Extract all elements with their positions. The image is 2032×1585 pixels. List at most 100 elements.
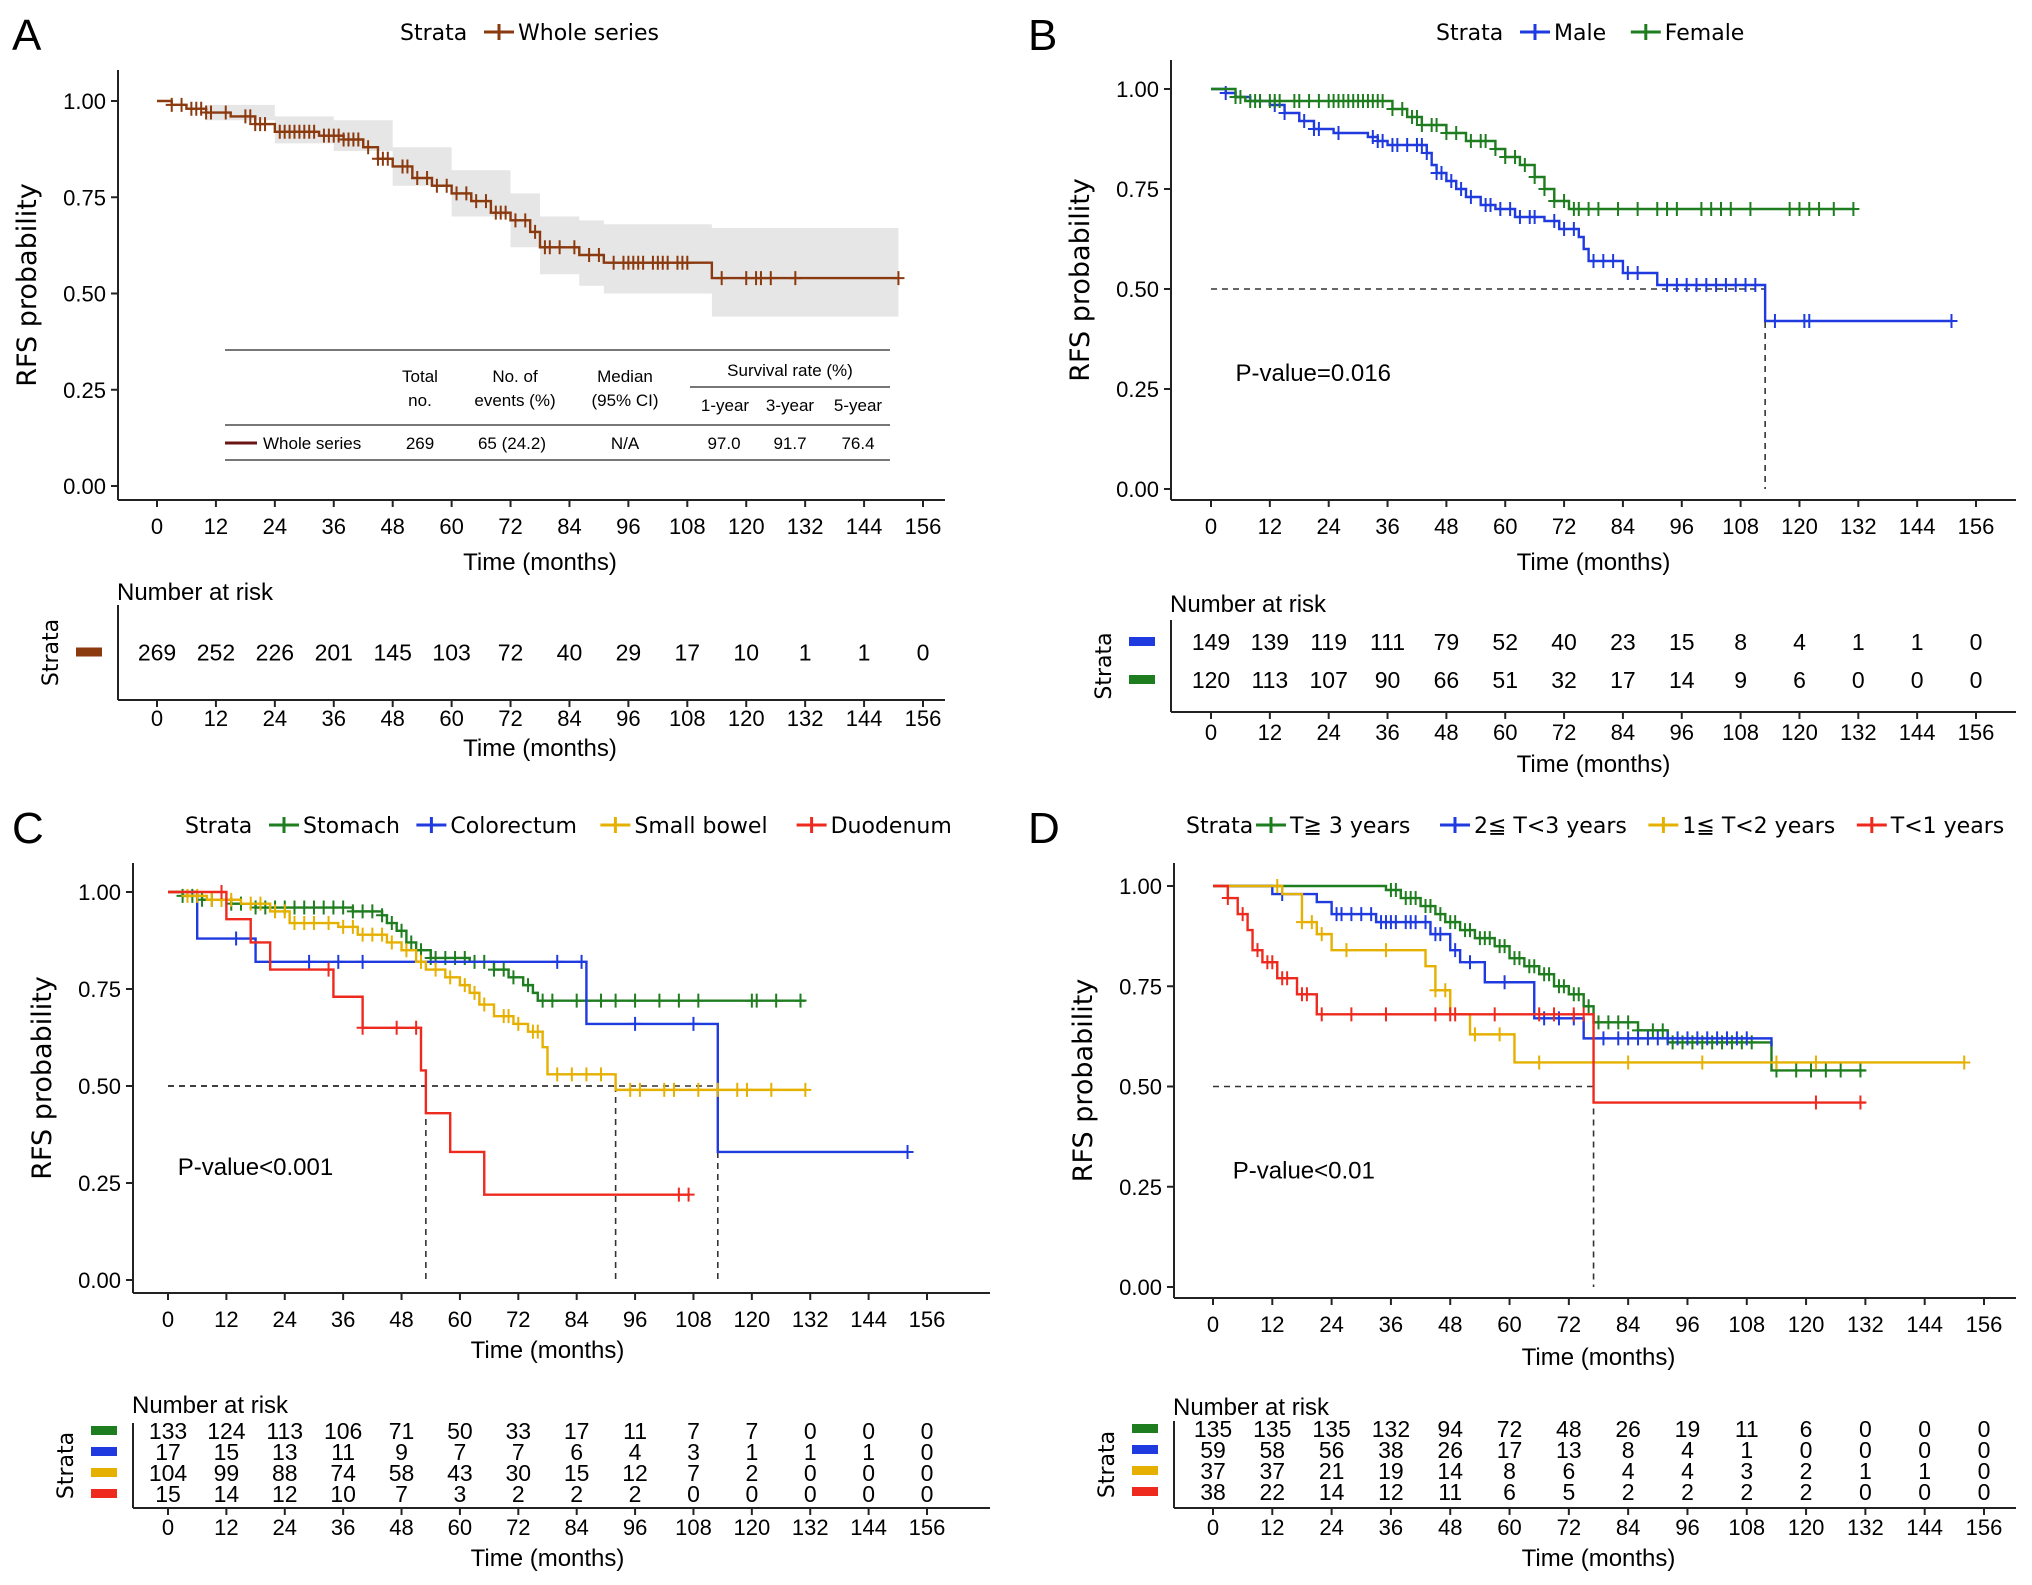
y-axis-title: RFS probability [1065, 178, 1096, 382]
censor-mark [352, 132, 365, 147]
y-tick-label: 0.75 [63, 185, 106, 210]
risk-count: 106 [324, 1418, 362, 1444]
censor-mark [1468, 1027, 1481, 1042]
risk-count: 1 [1918, 1458, 1931, 1484]
censor-mark [687, 1016, 700, 1031]
risk-count: 0 [1859, 1416, 1872, 1442]
risk-count: 7 [512, 1439, 525, 1465]
risk-count: 0 [1800, 1437, 1813, 1463]
risk-x-tick-label: 120 [1788, 1515, 1825, 1540]
risk-count: 1 [1852, 629, 1865, 655]
risk-count: 103 [432, 640, 470, 666]
risk-count: 2 [512, 1481, 525, 1507]
risk-x-tick-label: 12 [204, 706, 228, 731]
risk-x-tick-label: 48 [1438, 1515, 1462, 1540]
table-header-survival: Survival rate (%) [727, 361, 853, 380]
censor-mark [259, 117, 272, 132]
risk-x-tick-label: 60 [448, 1515, 472, 1540]
risk-count: 6 [1503, 1479, 1516, 1505]
censor-mark [410, 1020, 423, 1035]
censor-mark [1298, 114, 1311, 128]
risk-count: 3 [1740, 1458, 1753, 1484]
censor-mark [551, 1067, 564, 1082]
censor-mark [1592, 202, 1605, 216]
risk-strata-swatch [1129, 675, 1155, 684]
risk-count: 14 [1669, 667, 1695, 693]
censor-mark [1543, 967, 1556, 982]
censor-mark [682, 1187, 695, 1202]
risk-count: 19 [1675, 1416, 1701, 1442]
censor-mark [401, 159, 414, 174]
risk-count: 72 [498, 640, 524, 666]
risk-count: 11 [1438, 1479, 1462, 1505]
risk-count: 0 [1978, 1458, 1991, 1484]
x-tick-label: 96 [623, 1307, 647, 1332]
censor-mark [1396, 102, 1409, 116]
censor-mark [1809, 1055, 1822, 1070]
risk-count: 58 [1260, 1437, 1286, 1463]
risk-x-tick-label: 0 [151, 706, 163, 731]
censor-mark [750, 993, 763, 1008]
censor-mark [1266, 955, 1279, 970]
risk-x-tick-label: 0 [1207, 1515, 1219, 1540]
risk-count: 133 [149, 1418, 187, 1444]
censor-mark [1234, 90, 1247, 104]
x-tick-label: 48 [1434, 514, 1458, 539]
risk-x-tick-label: 48 [389, 1515, 413, 1540]
censor-mark [376, 927, 389, 942]
censor-mark [385, 935, 398, 950]
risk-count: 119 [1310, 629, 1347, 655]
censor-mark [322, 962, 335, 977]
risk-count: 120 [1192, 667, 1230, 693]
censor-mark [307, 916, 320, 931]
risk-x-tick-label: 12 [1260, 1515, 1284, 1540]
risk-count: 72 [1497, 1416, 1523, 1442]
summary-table: Total no. No. of events (%) Median (95% CI) Su… [225, 349, 890, 461]
legend-title: Strata [1436, 21, 1503, 46]
table-cell: 269 [406, 434, 434, 453]
legend-item: Stomach [269, 814, 400, 839]
risk-x-axis-title: Time (months) [1517, 751, 1671, 778]
risk-x-tick-label: 24 [1319, 1515, 1343, 1540]
risk-count: 0 [1918, 1416, 1931, 1442]
censor-mark [1312, 122, 1325, 136]
risk-x-tick-label: 84 [564, 1515, 588, 1540]
table-header: events (%) [474, 391, 555, 410]
panel-letter: B [1028, 11, 1057, 60]
censor-mark [1790, 1063, 1803, 1078]
risk-count: 1 [1911, 629, 1924, 655]
risk-strata-swatch [1132, 1466, 1158, 1475]
censor-mark [580, 1067, 593, 1082]
risk-count: 8 [1503, 1458, 1516, 1484]
legend: Strata T≧ 3 years 2≦ T<3 years 1≦ T<2 years… [1186, 814, 2004, 839]
risk-strata-swatch [1132, 1445, 1158, 1454]
risk-count: 74 [330, 1460, 356, 1486]
risk-x-tick-label: 108 [1722, 720, 1759, 745]
censor-mark [1631, 202, 1644, 216]
censor-mark [499, 205, 512, 220]
censor-mark [1332, 126, 1345, 140]
censor-mark [1518, 158, 1531, 172]
panel-a: A Strata Whole series 0.00 0.25 0.50 0.75 1.00 0… [0, 0, 1016, 792]
censor-mark [1803, 314, 1816, 328]
risk-x-axis-title: Time (months) [1522, 1545, 1676, 1572]
censor-mark [1340, 943, 1353, 958]
y-tick-label: 0.50 [1119, 1075, 1162, 1100]
risk-count: 58 [389, 1460, 415, 1486]
censor-mark [1958, 1055, 1971, 1070]
risk-x-tick-label: 144 [850, 1515, 887, 1540]
risk-count: 50 [447, 1418, 473, 1444]
censor-mark [1577, 1007, 1590, 1022]
x-tick-label: 96 [1670, 514, 1694, 539]
legend-item: 2≦ T<3 years [1440, 814, 1627, 839]
risk-count: 132 [1372, 1416, 1410, 1442]
censor-mark [692, 993, 705, 1008]
censor-mark [381, 151, 394, 166]
risk-count: 2 [1622, 1479, 1635, 1505]
risk-x-tick-label: 144 [1906, 1515, 1943, 1540]
risk-x-tick-label: 72 [506, 1515, 530, 1540]
censor-mark [668, 1082, 680, 1097]
risk-count: 30 [506, 1460, 532, 1486]
censor-mark [303, 954, 316, 969]
